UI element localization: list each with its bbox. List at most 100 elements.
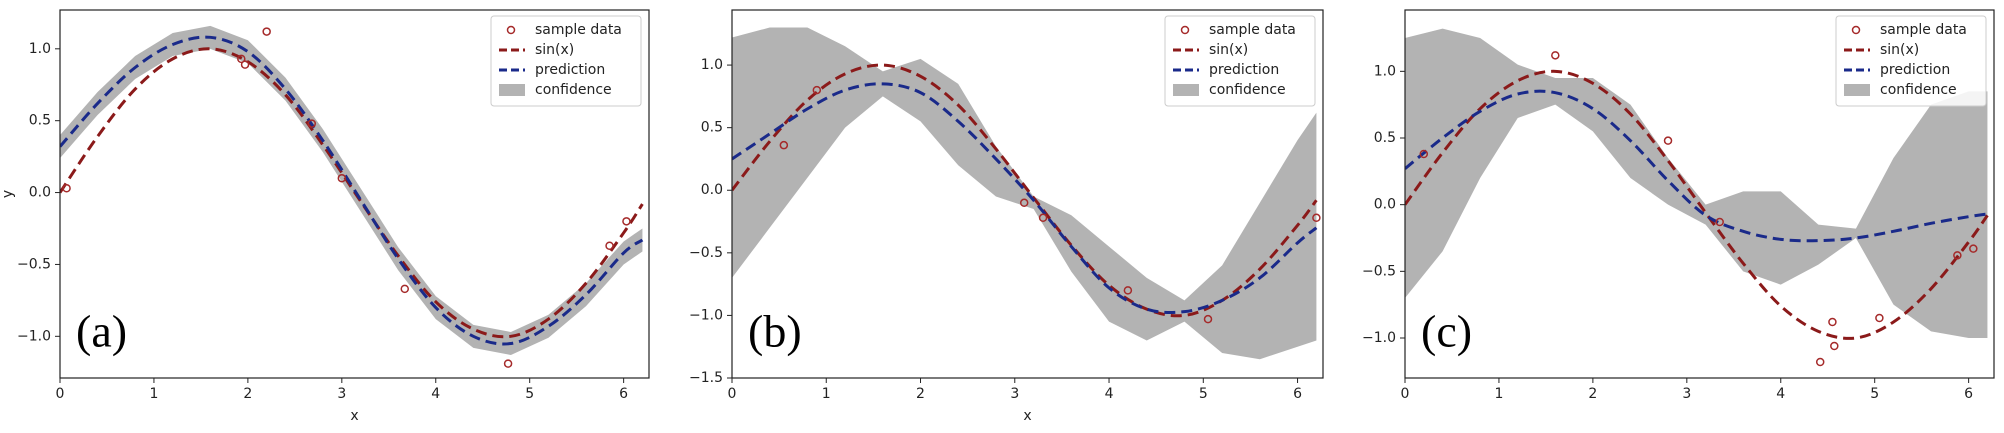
panel-label: (b) <box>748 306 802 357</box>
sample-point <box>1551 51 1560 60</box>
sample-point <box>237 54 246 64</box>
legend-label: prediction <box>535 62 605 78</box>
y-tick-label: −1.0 <box>689 307 723 323</box>
sample-point <box>240 60 250 69</box>
x-tick-label: 5 <box>1199 386 1208 402</box>
legend-label: sin(x) <box>1209 42 1248 58</box>
curve <box>60 47 644 339</box>
legend-box <box>1835 15 1987 107</box>
x-tick-label: 0 <box>728 386 737 402</box>
sample-point <box>1830 341 1839 351</box>
legend-swatch <box>1173 84 1199 96</box>
sample-point <box>307 119 317 128</box>
sample-point <box>1969 244 1978 253</box>
sample-point <box>1312 213 1321 223</box>
panel: 0 1 2 3 4 5 6 −1.0 −0.5 0.0 0.5 1.0 x y (a) sample data… <box>0 9 650 424</box>
y-axis-label: y <box>0 190 16 198</box>
y-tick-label: 1.0 <box>1374 63 1396 79</box>
y-tick-label: −1.0 <box>17 328 51 344</box>
plot-area <box>1405 28 1989 367</box>
panel-label: (c) <box>1421 306 1472 357</box>
x-tick-label: 3 <box>337 386 346 402</box>
sample-point <box>1828 317 1837 327</box>
legend-label: confidence <box>1880 82 1957 98</box>
x-tick-label: 3 <box>1682 386 1691 402</box>
sample-point <box>62 184 71 193</box>
sample-point <box>1123 286 1133 295</box>
panel-label: (a) <box>76 306 127 357</box>
y-tick-label: 0.5 <box>1374 130 1396 146</box>
y-tick-label: 1.0 <box>701 57 723 73</box>
x-tick-label: 1 <box>149 386 158 402</box>
legend: sample data sin(x) prediction confidence <box>1835 15 1987 107</box>
confidence-band <box>732 27 1317 360</box>
legend-label: prediction <box>1209 62 1279 78</box>
legend-label: confidence <box>535 82 612 98</box>
legend-swatch <box>1851 25 1861 35</box>
x-tick-label: 3 <box>1010 386 1019 402</box>
legend-swatch <box>499 84 525 96</box>
sample-point <box>605 241 614 250</box>
x-tick-label: 6 <box>1293 386 1302 402</box>
x-tick-label: 6 <box>1964 386 1973 402</box>
y-tick-label: 0.5 <box>29 113 51 129</box>
sample-point <box>1663 136 1673 145</box>
y-tick-label: 0.0 <box>29 185 51 201</box>
x-tick-label: 4 <box>431 386 440 402</box>
legend-box <box>1164 15 1316 107</box>
y-tick-label: 0.0 <box>701 182 723 198</box>
y-tick-label: 1.0 <box>29 41 51 57</box>
y-tick-label: −1.0 <box>1362 330 1396 346</box>
x-tick-label: 5 <box>525 386 534 402</box>
legend-label: confidence <box>1209 82 1286 98</box>
sample-point <box>337 173 347 183</box>
sample-point <box>1038 213 1048 223</box>
confidence-band <box>1405 28 1988 339</box>
legend: sample data sin(x) prediction confidence <box>1164 15 1316 107</box>
curve <box>1405 89 1988 243</box>
x-tick-label: 1 <box>822 386 831 402</box>
x-tick-label: 4 <box>1105 386 1114 402</box>
sample-point <box>779 140 789 150</box>
sample-point <box>1419 149 1429 159</box>
legend-label: sample data <box>1209 22 1296 38</box>
y-tick-label: −0.5 <box>689 245 723 261</box>
sample-point <box>1875 313 1884 323</box>
sample-point <box>1019 198 1029 208</box>
x-tick-label: 0 <box>56 386 65 402</box>
curve <box>732 82 1318 315</box>
sample-point <box>400 284 410 294</box>
x-tick-label: 2 <box>916 386 925 402</box>
plot-area <box>732 27 1321 360</box>
sample-point <box>1203 314 1213 324</box>
legend-swatch <box>506 25 516 35</box>
legend-swatch <box>1844 84 1870 96</box>
axes-frame <box>59 9 650 379</box>
y-tick-label: −1.5 <box>689 370 723 386</box>
x-tick-label: 2 <box>1588 386 1597 402</box>
sample-point <box>262 27 271 36</box>
legend-swatch <box>1180 25 1190 35</box>
x-axis-label: x <box>1023 408 1031 424</box>
sample-point <box>1715 217 1724 227</box>
legend-box <box>490 15 642 107</box>
panel: 0 1 2 3 4 5 6 −1.0 −0.5 0.0 0.5 1.0 (c) sample data si… <box>1362 9 1995 402</box>
x-tick-label: 6 <box>619 386 628 402</box>
legend-label: sample data <box>535 22 622 38</box>
x-axis-label: x <box>350 408 358 424</box>
y-tick-label: 0.0 <box>1374 197 1396 213</box>
y-tick-label: −0.5 <box>17 256 51 272</box>
x-tick-label: 4 <box>1776 386 1785 402</box>
legend-label: sin(x) <box>1880 42 1919 58</box>
x-tick-label: 0 <box>1401 386 1410 402</box>
legend-label: prediction <box>1880 62 1950 78</box>
curve <box>732 63 1318 318</box>
x-tick-label: 1 <box>1494 386 1503 402</box>
sample-point <box>1815 357 1825 367</box>
sample-point <box>503 359 513 368</box>
sample-point <box>622 217 631 226</box>
y-tick-label: 0.5 <box>701 120 723 136</box>
legend-label: sample data <box>1880 22 1967 38</box>
confidence-band <box>60 25 643 355</box>
